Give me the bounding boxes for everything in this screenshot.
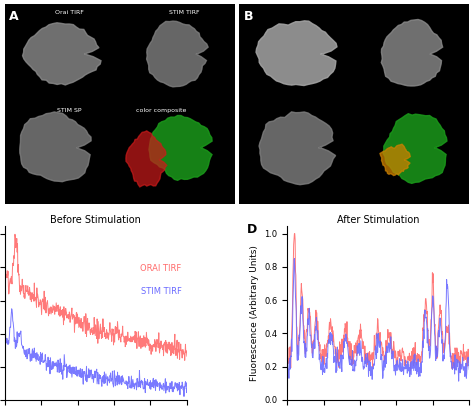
Text: STIM TIRF: STIM TIRF — [169, 10, 200, 15]
Text: STIM SP: STIM SP — [57, 108, 82, 113]
Polygon shape — [383, 114, 447, 183]
Polygon shape — [146, 21, 208, 87]
Text: ORAI TIRF: ORAI TIRF — [140, 264, 182, 273]
Y-axis label: Fluorescence (Arbitrary Units): Fluorescence (Arbitrary Units) — [250, 245, 259, 381]
Polygon shape — [380, 144, 410, 175]
Polygon shape — [126, 131, 167, 187]
Text: B: B — [244, 10, 254, 23]
Title: After Stimulation: After Stimulation — [337, 215, 419, 225]
Text: color composite: color composite — [136, 108, 186, 113]
Polygon shape — [259, 112, 336, 185]
Polygon shape — [256, 21, 337, 86]
Text: Orai TIRF: Orai TIRF — [55, 10, 83, 15]
Text: STIM TIRF: STIM TIRF — [141, 287, 182, 296]
Polygon shape — [20, 112, 91, 182]
Polygon shape — [149, 115, 212, 180]
Title: Before Stimulation: Before Stimulation — [50, 215, 141, 225]
Polygon shape — [381, 20, 443, 86]
Text: A: A — [9, 10, 19, 23]
Polygon shape — [23, 23, 101, 85]
Text: D: D — [247, 223, 257, 236]
